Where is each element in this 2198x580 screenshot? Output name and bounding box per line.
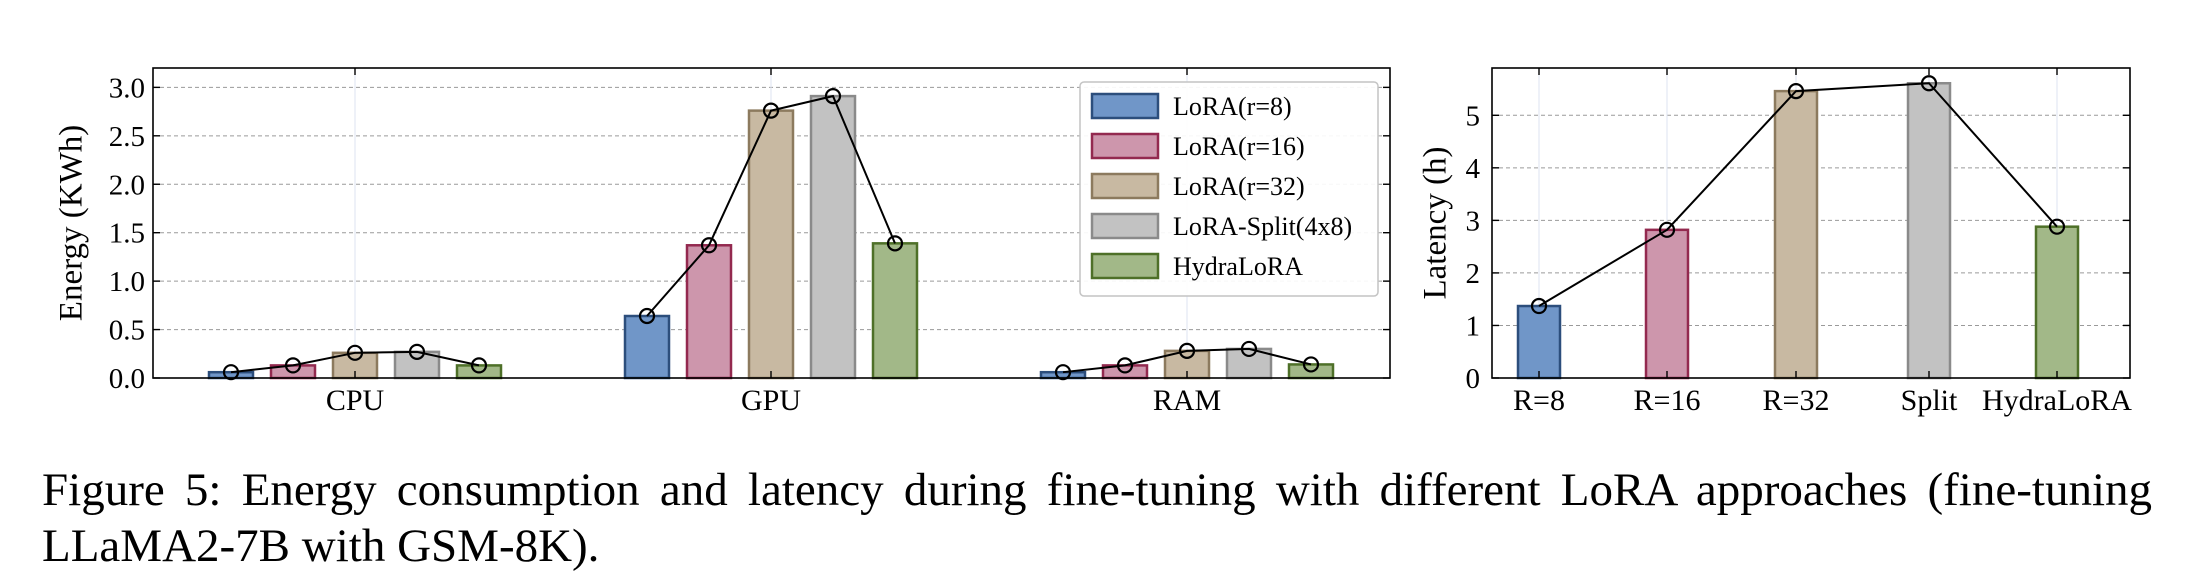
bar: [207, 370, 255, 380]
y-tick-label: 2: [1466, 258, 1481, 290]
legend-swatch: [1090, 212, 1160, 240]
bar: [1906, 81, 1952, 380]
point-marker: [1178, 342, 1196, 359]
legend-swatch: [1090, 172, 1160, 200]
y-tick-label: 0: [1466, 363, 1481, 395]
point-marker: [1054, 364, 1072, 381]
x-tick-label: CPU: [326, 384, 385, 417]
x-tick-label: GPU: [741, 384, 801, 417]
y-tick-label: 1.0: [109, 266, 145, 298]
x-tick-label: RAM: [1153, 384, 1221, 417]
point-marker: [1658, 221, 1676, 238]
bar: [809, 94, 857, 380]
bar: [685, 244, 733, 380]
legend-swatch: [1090, 132, 1160, 160]
y-axis-label: Latency (h): [1418, 147, 1454, 300]
y-axis-label: Energy (KWh): [54, 125, 90, 321]
x-tick-label: HydraLoRA: [1982, 384, 2132, 417]
x-tick-label: R=32: [1763, 384, 1830, 417]
x-tick-label: R=8: [1513, 384, 1565, 417]
plot-frame: [1491, 67, 2131, 379]
y-tick-label: 3.0: [109, 72, 145, 104]
bar: [871, 242, 919, 380]
legend-label: LoRA-Split(4x8): [1173, 212, 1352, 241]
point-marker: [1302, 356, 1320, 373]
point-marker: [1920, 75, 1938, 92]
point-marker: [638, 307, 656, 325]
trend-line: [1062, 347, 1312, 374]
point-marker: [700, 237, 718, 254]
y-tick-label: 4: [1466, 153, 1481, 185]
y-tick-label: 2.5: [109, 121, 145, 153]
y-tick-label: 5: [1466, 100, 1481, 132]
bar: [747, 109, 795, 380]
point-marker: [1116, 357, 1134, 374]
plot-frame: [152, 67, 1391, 379]
legend-label: HydraLoRA: [1173, 252, 1303, 281]
trend-line: [230, 350, 480, 374]
bar: [2034, 225, 2080, 380]
bar: [1644, 228, 1690, 380]
point-marker: [886, 235, 904, 252]
y-tick-label: 2.0: [109, 169, 145, 201]
legend-label: LoRA(r=8): [1173, 92, 1292, 121]
y-tick-label: 3: [1466, 205, 1481, 237]
x-tick-label: R=16: [1634, 384, 1701, 417]
energy-chart: 0.0 0.5 1.0 1.5 2.0 2.5 3.0 CPU GPU RAM Energy (KW…: [54, 67, 1391, 417]
trend-line: [1538, 82, 2058, 307]
point-marker: [222, 364, 240, 381]
bar: [1225, 347, 1273, 380]
point-marker: [408, 343, 426, 360]
y-tick-label: 0.5: [109, 315, 145, 347]
x-tick-label: Split: [1901, 384, 1958, 417]
figure: 0.0 0.5 1.0 1.5 2.0 2.5 3.0 CPU GPU RAM Energy (KW…: [54, 67, 2132, 417]
bar: [1773, 89, 1819, 380]
latency-chart: 0 1 2 3 4 5 R=8 R=16 R=32 Split HydraLoRA Latency (…: [1418, 67, 2132, 417]
legend-swatch: [1090, 252, 1160, 280]
point-marker: [284, 357, 302, 374]
figure-caption: Figure 5: Energy consumption and latency…: [42, 464, 2152, 572]
point-marker: [346, 344, 364, 361]
legend-label: LoRA(r=32): [1173, 172, 1305, 201]
point-marker: [470, 357, 488, 374]
legend-label: LoRA(r=16): [1173, 132, 1305, 161]
point-marker: [1530, 297, 1548, 315]
trend-line: [646, 94, 896, 317]
point-marker: [2048, 218, 2066, 235]
bar: [1516, 304, 1562, 380]
legend-swatch: [1090, 92, 1160, 120]
point-marker: [762, 102, 780, 119]
bar: [1039, 370, 1087, 380]
bar: [623, 314, 671, 380]
point-marker: [1240, 340, 1258, 358]
y-tick-label: 1.5: [109, 218, 145, 250]
y-tick-label: 0.0: [109, 363, 145, 395]
point-marker: [824, 87, 842, 105]
y-tick-label: 1: [1466, 310, 1481, 342]
point-marker: [1787, 83, 1805, 100]
